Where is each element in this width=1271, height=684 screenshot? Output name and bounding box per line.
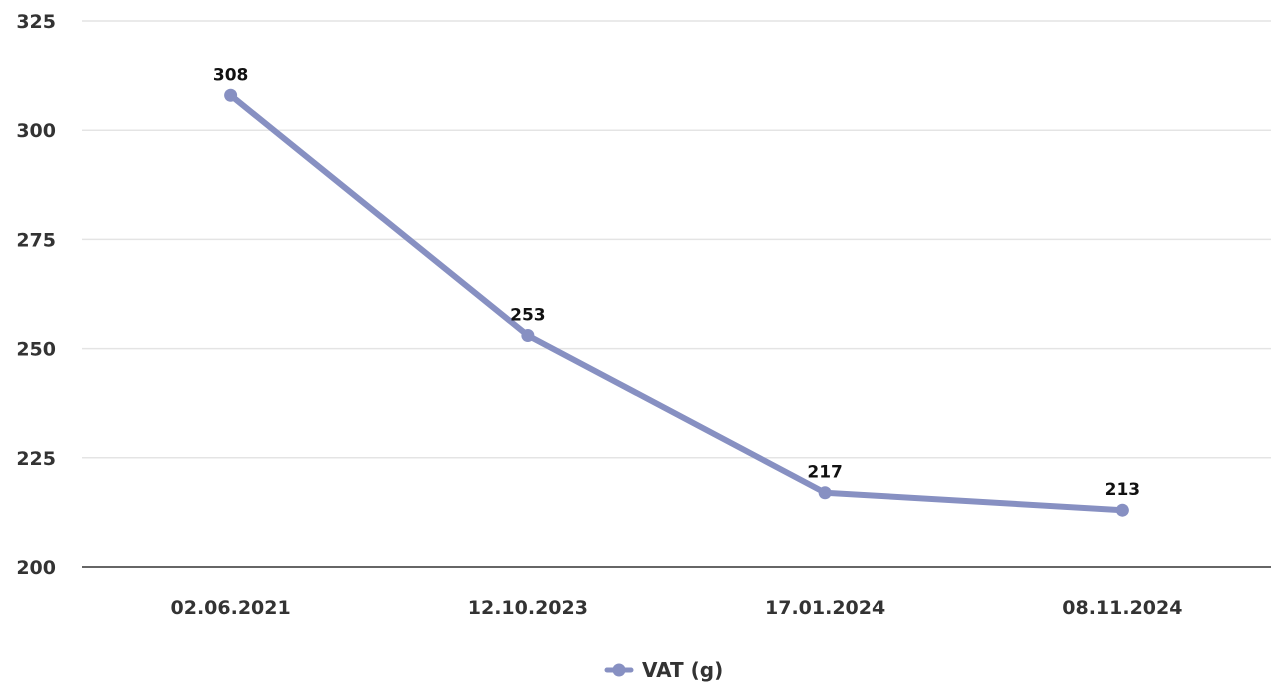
x-tick-label: 17.01.2024 [765,597,885,619]
y-tick-label: 275 [16,229,56,251]
data-point[interactable] [521,328,535,342]
y-tick-label: 225 [16,448,56,470]
data-label: 308 [213,65,249,85]
grid-lines [82,20,1271,459]
data-label: 213 [1105,480,1141,500]
y-tick-label: 200 [16,557,56,579]
data-point[interactable] [224,88,238,102]
data-labels: 308 253 217 213 [213,65,1140,500]
x-tick-label: 12.10.2023 [468,597,588,619]
y-tick-label: 325 [16,11,56,33]
y-tick-label: 300 [16,120,56,142]
series-vat [224,88,1129,517]
data-point[interactable] [818,486,832,500]
y-tick-label: 250 [16,339,56,361]
x-tick-label: 02.06.2021 [171,597,291,619]
data-point[interactable] [1115,503,1129,517]
series-line [227,92,1126,514]
legend-label[interactable]: VAT (g) [642,658,723,682]
x-tick-label: 08.11.2024 [1062,597,1182,619]
data-label: 217 [807,463,843,483]
y-axis: 200 225 250 275 300 325 [16,11,56,579]
x-axis: 02.06.2021 12.10.2023 17.01.2024 08.11.2024 [82,566,1271,619]
legend-marker-icon [612,663,626,677]
data-label: 253 [510,305,546,325]
legend[interactable]: VAT (g) [604,658,723,682]
